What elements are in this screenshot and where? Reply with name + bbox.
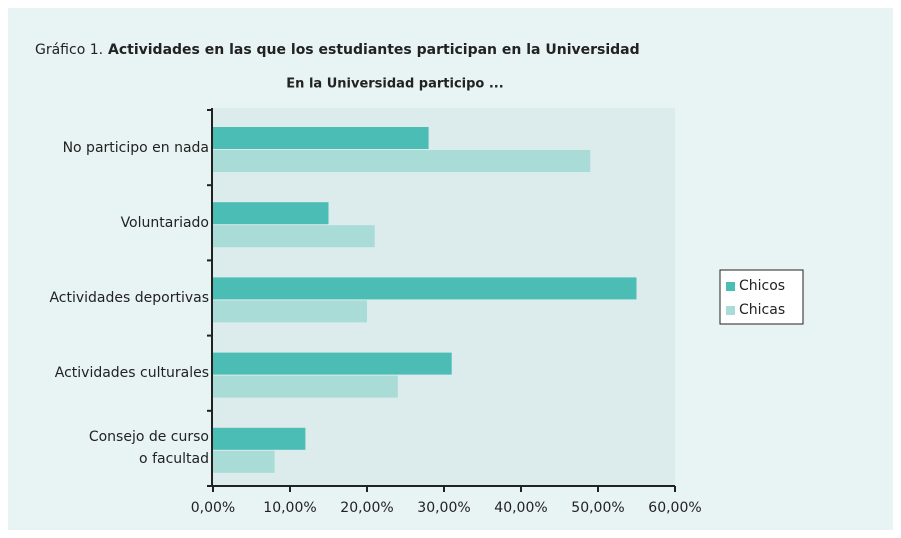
bar [213,225,375,248]
x-tick-label: 60,00% [648,500,701,516]
x-tick-label: 10,00% [263,500,316,516]
bar [213,127,429,149]
bar [213,150,591,172]
legend-label: Chicas [739,302,785,318]
x-tick-label: 40,00% [494,500,547,516]
bar [213,277,637,300]
y-tick-label: Actividades culturales [54,365,209,382]
figure-label: Gráfico 1. [35,42,103,58]
y-tick-label: Voluntariado [120,214,209,231]
x-tick-label: 20,00% [340,500,393,516]
legend-swatch [726,306,735,315]
bar [213,375,398,398]
y-tick-label: Actividades deportivas [49,290,209,306]
bar [213,202,329,225]
x-tick-label: 50,00% [571,500,624,516]
y-tick-label: Consejo de curso o facultad [88,429,209,468]
y-tick-label: No participo en nada [62,139,209,156]
bar [213,352,452,375]
bar [213,427,306,450]
x-tick-label: 0,00% [191,500,235,516]
x-tick-label: 30,00% [417,500,470,516]
bar [213,300,367,323]
chart-title: Actividades en las que los estudiantes p… [108,42,640,58]
legend-swatch [726,282,735,291]
legend-label: Chicos [739,278,785,294]
bar [213,450,275,473]
chart-subtitle: En la Universidad participo ... [286,77,503,92]
